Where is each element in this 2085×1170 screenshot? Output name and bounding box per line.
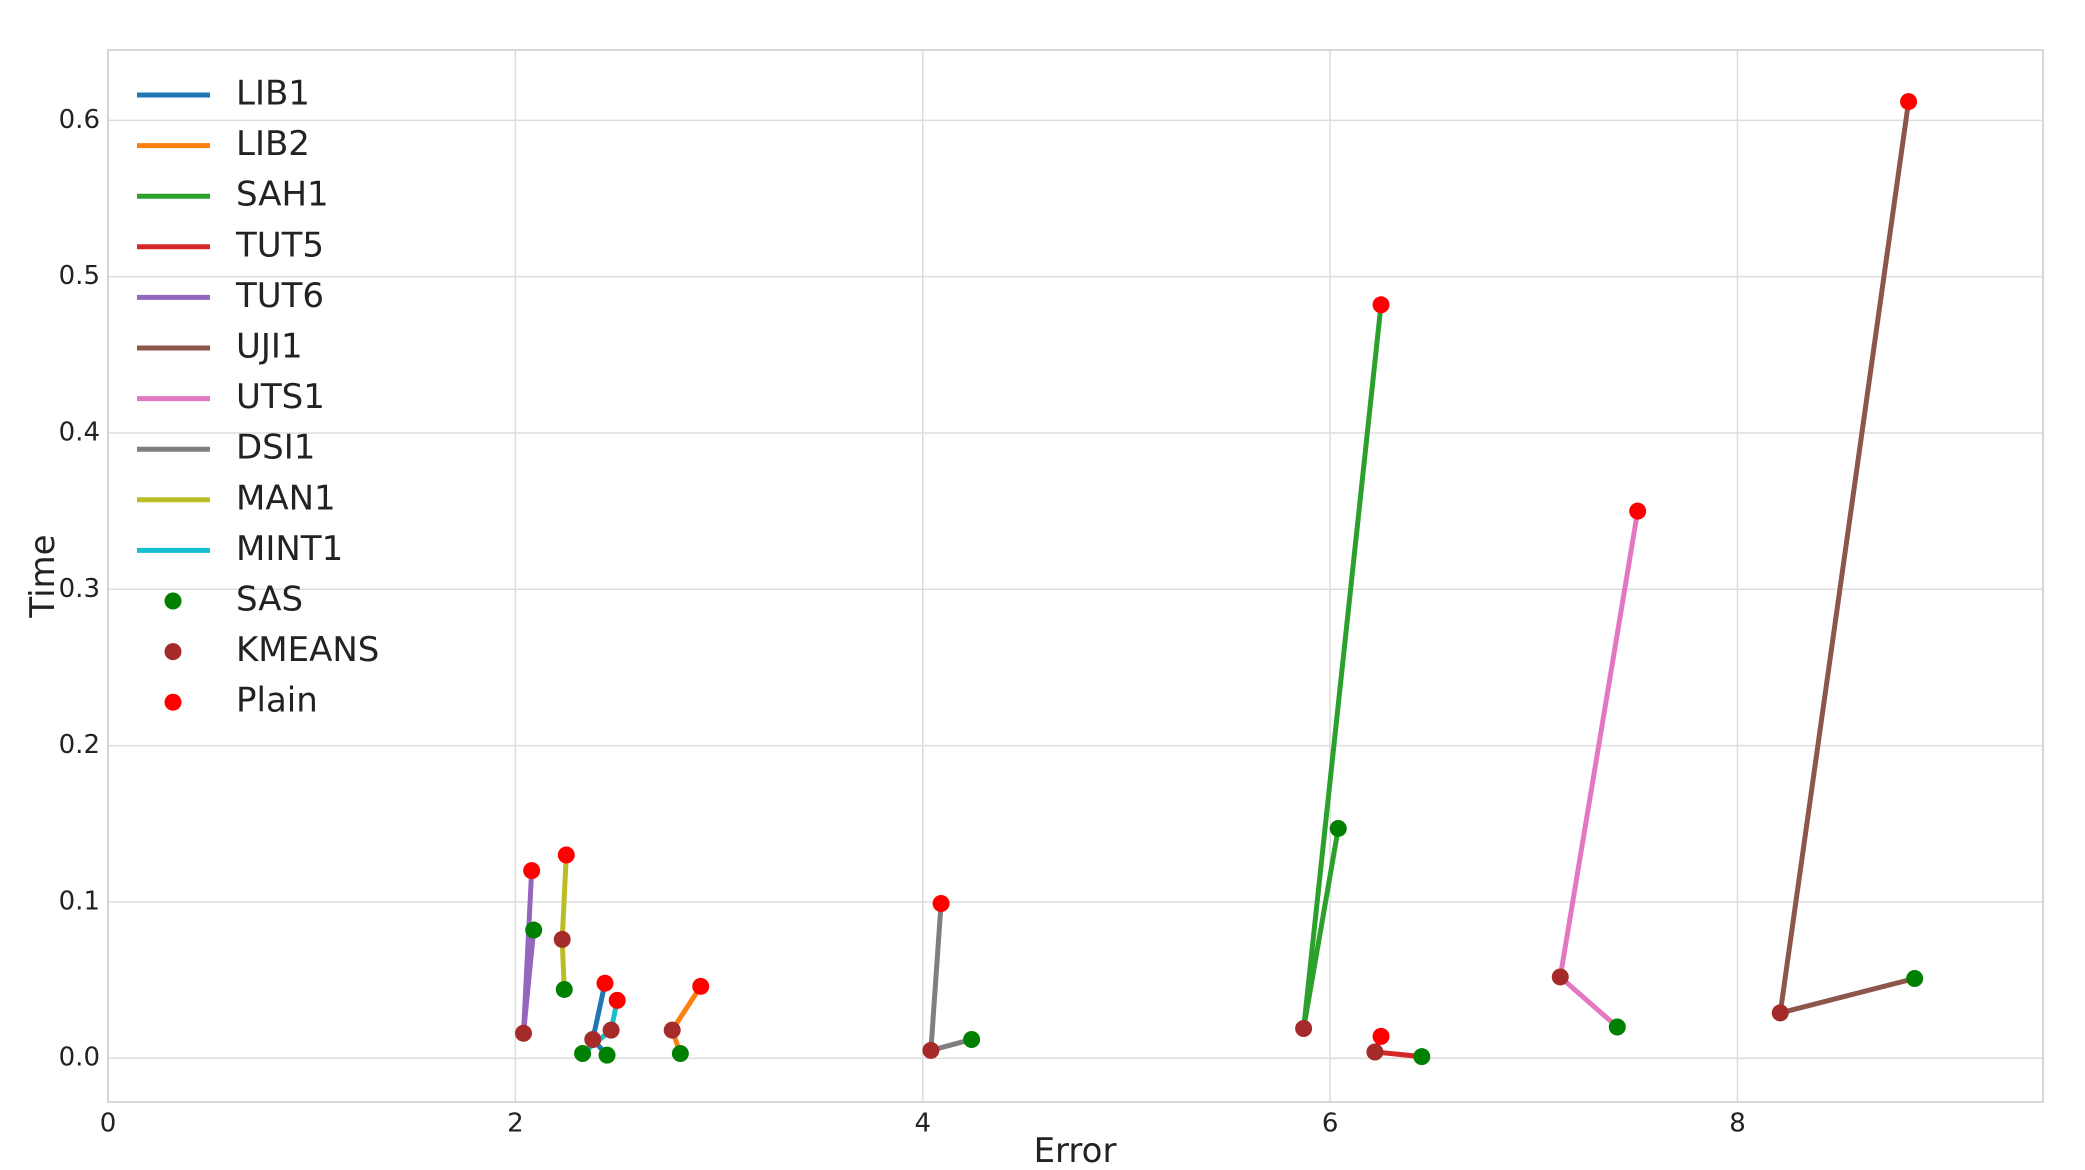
marker-sas-dsi1 [963, 1030, 981, 1048]
legend-label-lib2: LIB2 [236, 124, 310, 164]
legend-label-tut6: TUT6 [235, 276, 324, 316]
legend-label-man1: MAN1 [236, 478, 336, 518]
y-axis-label: Time [23, 534, 63, 618]
legend-label-kmeans: KMEANS [236, 630, 379, 670]
marker-plain-lib1 [596, 974, 614, 992]
marker-plain-tut6 [523, 862, 541, 880]
legend-marker-sas [164, 592, 182, 610]
marker-kmeans-tut5 [1366, 1043, 1384, 1061]
legend-label-sas: SAS [236, 580, 303, 620]
marker-kmeans-lib1 [584, 1030, 602, 1048]
x-tick-label: 6 [1322, 1109, 1339, 1139]
marker-kmeans-lib2 [663, 1021, 681, 1039]
legend-label-mint1: MINT1 [236, 529, 343, 569]
x-tick-label: 8 [1729, 1109, 1746, 1139]
legend-label-tut5: TUT5 [235, 225, 324, 265]
marker-sas-sah1 [1329, 819, 1347, 837]
x-axis-label: Error [1034, 1131, 1117, 1170]
legend-label-uts1: UTS1 [236, 377, 325, 417]
x-tick-label: 2 [507, 1109, 524, 1139]
marker-sas-uji1 [1906, 970, 1924, 988]
marker-plain-sah1 [1372, 296, 1390, 314]
marker-kmeans-tut6 [515, 1024, 533, 1042]
marker-sas-tut6 [525, 921, 543, 939]
marker-sas-lib1 [598, 1046, 616, 1064]
series-markers [515, 93, 1924, 1066]
legend-marker-kmeans [164, 643, 182, 661]
marker-plain-uji1 [1900, 93, 1918, 111]
y-tick-label: 0.1 [59, 886, 100, 916]
marker-plain-uts1 [1629, 502, 1647, 520]
legend-label-dsi1: DSI1 [236, 428, 315, 468]
marker-sas-tut5 [1413, 1048, 1431, 1066]
x-tick-labels: 0 2 4 6 8 [100, 1109, 1746, 1139]
y-tick-label: 0.2 [59, 730, 100, 760]
marker-sas-mint1 [574, 1045, 592, 1063]
marker-kmeans-man1 [553, 930, 571, 948]
y-tick-label: 0.6 [59, 105, 100, 135]
marker-plain-tut5 [1372, 1027, 1390, 1045]
plot-background [108, 50, 2043, 1102]
legend-label-uji1: UJI1 [236, 327, 303, 367]
marker-sas-man1 [555, 980, 573, 998]
marker-kmeans-uji1 [1771, 1004, 1789, 1022]
gridlines [107, 50, 2043, 1102]
y-tick-label: 0.5 [59, 261, 100, 291]
y-tick-label: 0.4 [59, 417, 100, 447]
marker-sas-lib2 [671, 1045, 689, 1063]
marker-kmeans-uts1 [1551, 968, 1569, 986]
x-tick-label: 0 [100, 1109, 117, 1139]
marker-kmeans-sah1 [1295, 1020, 1313, 1038]
marker-sas-uts1 [1608, 1018, 1626, 1036]
y-tick-label: 0.0 [59, 1043, 100, 1073]
legend: LIB1 LIB2 SAH1 TUT5 TUT6 UJI1 UTS1 DSI1 MAN1 MINT… [137, 74, 379, 721]
marker-plain-mint1 [608, 991, 626, 1009]
legend-label-lib1: LIB1 [236, 74, 310, 114]
marker-kmeans-mint1 [602, 1021, 620, 1039]
y-tick-labels: 0.0 0.1 0.2 0.3 0.4 0.5 0.6 [59, 105, 100, 1073]
legend-label-plain: Plain [236, 681, 318, 721]
legend-label-sah1: SAH1 [236, 175, 329, 215]
plot-frame [107, 49, 2044, 1103]
marker-plain-lib2 [692, 977, 710, 995]
marker-kmeans-dsi1 [922, 1041, 940, 1059]
marker-plain-man1 [557, 846, 575, 864]
x-tick-label: 4 [914, 1109, 931, 1139]
y-tick-label: 0.3 [59, 574, 100, 604]
legend-marker-plain [164, 693, 182, 711]
marker-plain-dsi1 [932, 894, 950, 912]
